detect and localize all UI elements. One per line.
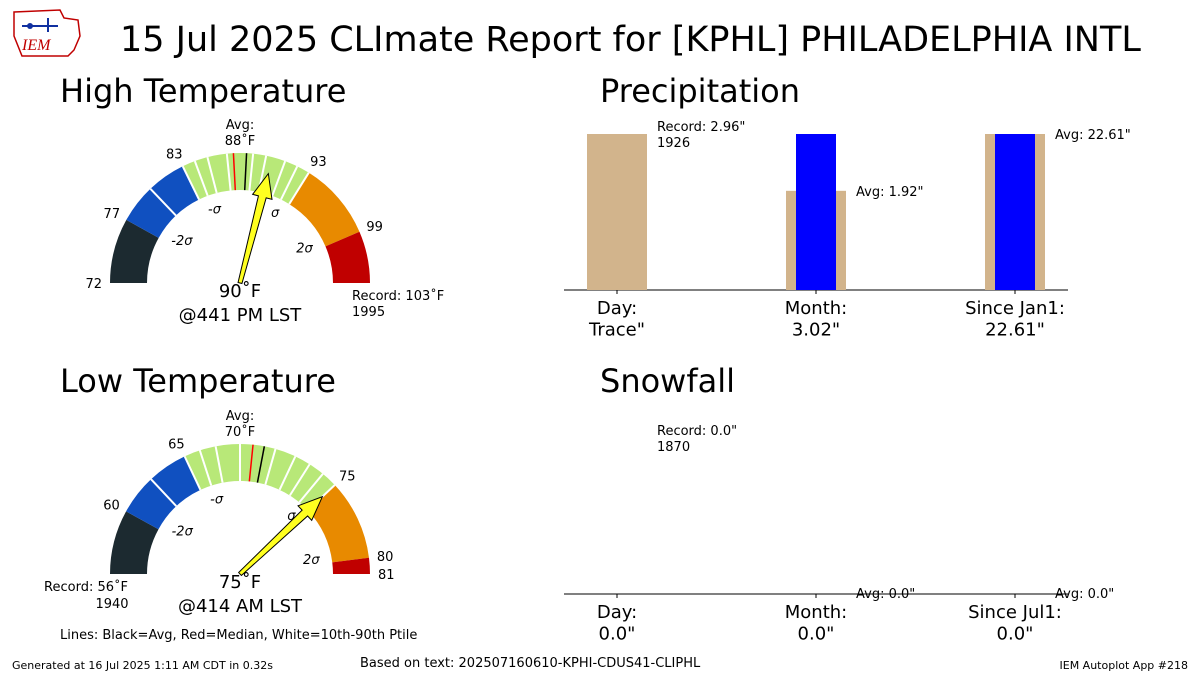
percentile-line <box>298 473 324 503</box>
observed-bar <box>995 134 1035 290</box>
sigma-label: σ <box>287 509 296 524</box>
percentile-line <box>264 448 277 485</box>
record-year: 1870 <box>657 440 690 455</box>
percentile-line <box>248 153 255 191</box>
avg-line <box>243 153 248 191</box>
page-title: 15 Jul 2025 CLImate Report for [KPHL] PH… <box>120 20 1141 60</box>
gauge-tick-label: 77 <box>104 207 121 222</box>
percentile-line <box>225 153 232 191</box>
observed-label: 90˚F <box>219 281 261 302</box>
avg-label: Avg: 1.92" <box>856 185 924 200</box>
observed-bar <box>796 134 836 290</box>
percentile-line <box>149 188 177 217</box>
record-label: Record: 56˚F <box>44 579 128 595</box>
gauge-tick-label: 83 <box>166 148 183 163</box>
median-line <box>248 444 254 482</box>
observed-label: 75˚F <box>219 572 261 593</box>
avg-value: 70˚F <box>225 424 256 440</box>
sigma-label: 2σ <box>303 553 320 568</box>
percentile-line <box>198 450 213 486</box>
record-label: Record: 103˚F <box>352 288 444 304</box>
gauge-title: High Temperature <box>60 72 346 110</box>
iem-logo: IEM <box>13 9 81 57</box>
gauge-title: Low Temperature <box>60 362 336 400</box>
x-tick-label: Day: Trace" <box>588 298 645 341</box>
footer-source: Based on text: 202507160610-KPHI-CDUS41-… <box>360 656 701 671</box>
percentile-line <box>288 172 310 205</box>
record-label: Record: 2.96" <box>657 120 745 135</box>
sigma-label: σ <box>271 206 280 221</box>
avg-label: Avg: 0.0" <box>856 587 915 602</box>
record-year: 1940 <box>95 597 128 612</box>
gauge-band-orange <box>289 172 360 247</box>
x-tick-label: Day: 0.0" <box>597 602 637 645</box>
gauge-band-orange <box>307 485 369 563</box>
record-year: 1926 <box>657 136 690 151</box>
avg-label: Avg: 22.61" <box>1055 128 1131 143</box>
observed-time: @441 PM LST <box>179 305 303 326</box>
logo-text: IEM <box>21 37 52 54</box>
gauge-band-dark <box>110 511 159 574</box>
gauge-band-green <box>184 444 335 511</box>
gauge-band-dark <box>110 219 159 283</box>
percentile-line <box>214 446 224 483</box>
percentile-line <box>181 165 200 200</box>
percentile-line <box>150 478 178 507</box>
gauge-tick-label: 65 <box>168 438 185 453</box>
sigma-label: -σ <box>210 493 224 508</box>
sigma-label: 2σ <box>296 241 313 256</box>
avg-line <box>256 446 266 483</box>
percentile-line <box>278 455 297 491</box>
percentile-line <box>206 156 218 194</box>
sigma-label: -σ <box>208 203 222 218</box>
percentile-line <box>271 160 287 197</box>
x-tick-label: Since Jan1: 22.61" <box>965 298 1065 341</box>
sigma-label: -2σ <box>172 525 194 540</box>
gauge-tick-label: 75 <box>339 469 356 484</box>
percentile-line <box>193 160 209 197</box>
avg-label: Avg: <box>226 409 254 424</box>
legend-note: Lines: Black=Avg, Red=Median, White=10th… <box>60 628 418 643</box>
bar-chart-title: Precipitation <box>600 72 800 110</box>
gauge-band-red <box>332 557 370 574</box>
gauge-tick-label: 60 <box>103 499 120 514</box>
avg-value: 88˚F <box>225 133 256 149</box>
observed-needle <box>237 495 324 577</box>
x-tick-label: Since Jul1: 0.0" <box>968 602 1062 645</box>
gauge-tick-label: 81 <box>378 568 395 583</box>
footer-app: IEM Autoplot App #218 <box>1059 659 1189 672</box>
bar-chart-title: Snowfall <box>600 362 735 400</box>
avg-label: Avg: <box>226 118 254 133</box>
median-line <box>232 153 237 191</box>
gauge-tick-label: 80 <box>377 550 394 565</box>
percentile-line <box>280 165 299 200</box>
record-bar <box>587 134 647 290</box>
gauge-tick-label: 99 <box>366 220 383 235</box>
gauge-tick-label: 72 <box>85 277 102 292</box>
x-tick-label: Month: 3.02" <box>785 298 847 341</box>
record-year: 1995 <box>352 305 385 320</box>
percentile-line <box>288 463 311 497</box>
record-label: Record: 0.0" <box>657 424 737 439</box>
gauge-band-red <box>325 231 370 283</box>
footer-generated: Generated at 16 Jul 2025 1:11 AM CDT in … <box>12 659 273 672</box>
sigma-label: -2σ <box>171 234 193 249</box>
avg-label: Avg: 0.0" <box>1055 587 1114 602</box>
observed-time: @414 AM LST <box>178 596 303 617</box>
observed-needle <box>237 172 273 285</box>
percentile-line <box>183 455 202 491</box>
x-tick-label: Month: 0.0" <box>785 602 847 645</box>
gauge-tick-label: 93 <box>310 155 327 170</box>
